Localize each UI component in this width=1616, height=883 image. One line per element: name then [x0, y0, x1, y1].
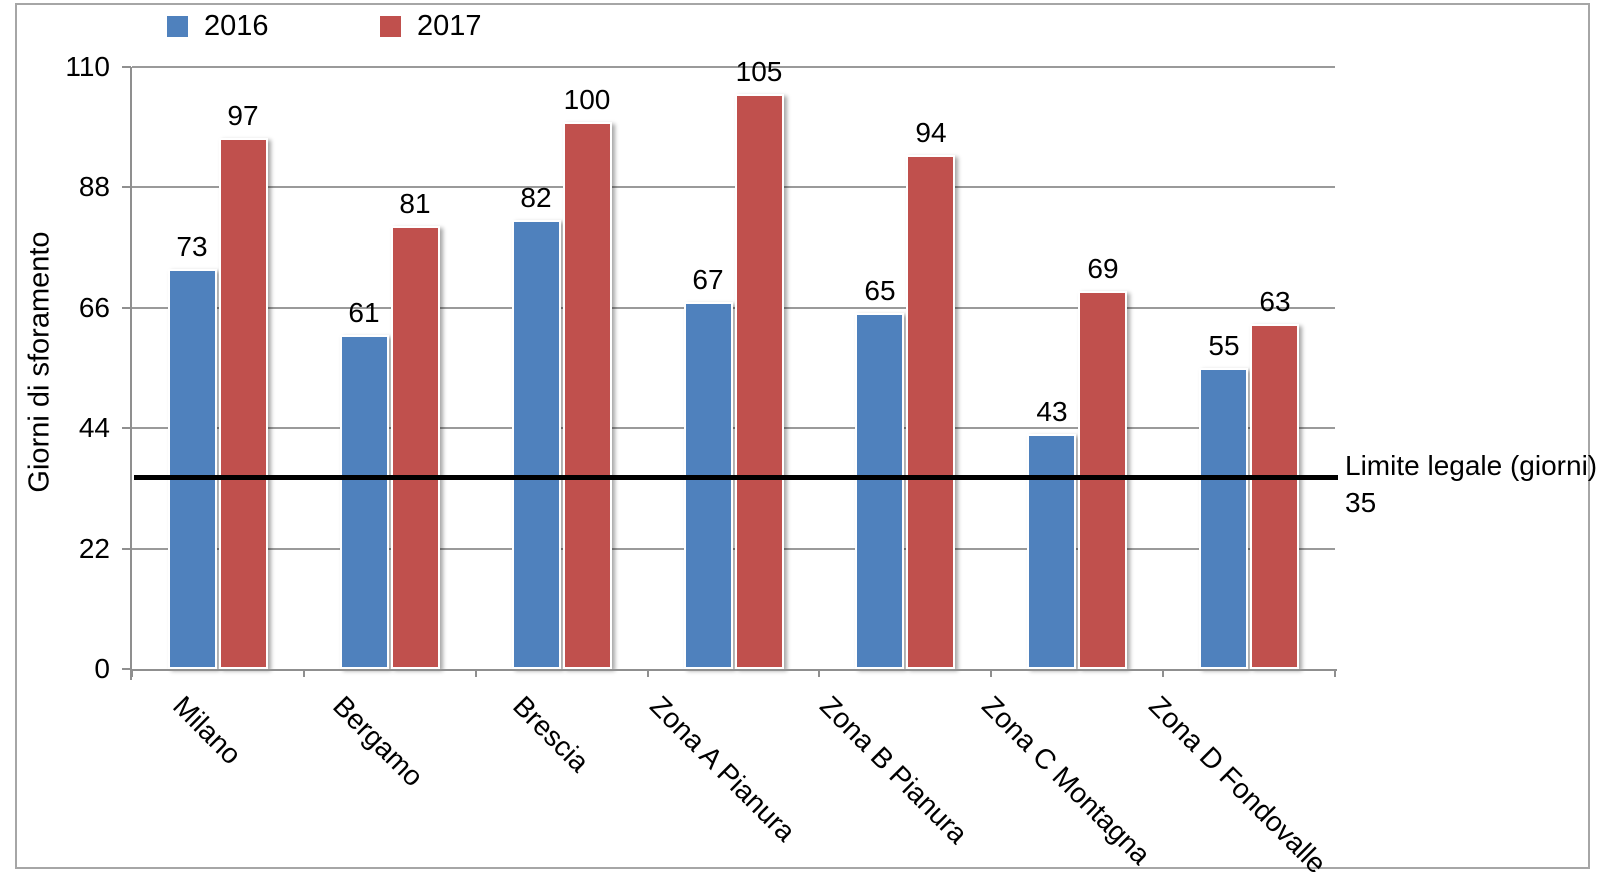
y-tick-label-88: 88	[78, 171, 110, 202]
bar-2016-zona-b-pianura[interactable]	[855, 313, 904, 669]
x-tick-mark-0	[131, 671, 133, 677]
x-tick-mark-1	[303, 671, 305, 677]
bar-2017-brescia[interactable]	[563, 122, 612, 669]
x-tick-mark-6	[1162, 671, 1164, 677]
gridline-110	[132, 66, 1335, 68]
x-tick-mark-5	[990, 671, 992, 677]
gridline-44	[132, 427, 1335, 429]
bar-value-label-2017-zona-c-montagna: 69	[1087, 253, 1119, 284]
y-tick-mark-110	[122, 66, 131, 68]
y-tick-mark-88	[122, 186, 131, 188]
bar-2017-zona-d-fondovalle[interactable]	[1250, 324, 1299, 669]
bar-2017-zona-b-pianura[interactable]	[906, 155, 955, 669]
y-tick-label-66: 66	[78, 292, 110, 323]
y-tick-mark-66	[122, 307, 131, 309]
gridline-22	[132, 548, 1335, 550]
bar-2017-zona-a-pianura[interactable]	[735, 94, 784, 669]
legend-item-2016[interactable]: 2016	[167, 12, 269, 41]
reference-line	[134, 475, 1338, 480]
bar-2017-zona-c-montagna[interactable]	[1078, 291, 1127, 669]
y-tick-mark-0	[122, 668, 131, 670]
bar-value-label-2016-zona-d-fondovalle: 55	[1208, 330, 1240, 361]
bar-2016-zona-c-montagna[interactable]	[1027, 434, 1076, 669]
bar-value-label-2017-brescia: 100	[563, 84, 611, 115]
bar-value-label-2016-brescia: 82	[520, 182, 552, 213]
legend-label-2016: 2016	[204, 10, 269, 42]
y-tick-mark-22	[122, 548, 131, 550]
y-tick-label-22: 22	[78, 533, 110, 564]
bar-2016-bergamo[interactable]	[340, 335, 389, 669]
bar-value-label-2017-zona-d-fondovalle: 63	[1259, 286, 1291, 317]
x-tick-mark-3	[647, 671, 649, 677]
gridline-88	[132, 186, 1335, 188]
y-axis-title: Giorni di sforamento	[23, 231, 56, 493]
legend-swatch-2017	[380, 16, 401, 37]
reference-line-label-text: Limite legale (giorni)	[1345, 450, 1598, 481]
x-tick-mark-7	[1334, 671, 1336, 677]
bar-value-label-2017-bergamo: 81	[399, 188, 431, 219]
y-tick-label-44: 44	[78, 412, 110, 443]
y-axis-line	[130, 67, 132, 680]
bar-2017-milano[interactable]	[219, 138, 268, 669]
chart-border	[15, 3, 1590, 869]
reference-line-label: Limite legale (giorni) 35	[1345, 447, 1597, 521]
y-tick-label-0: 0	[94, 653, 110, 684]
bar-value-label-2016-zona-c-montagna: 43	[1036, 396, 1068, 427]
bar-2016-brescia[interactable]	[512, 220, 561, 669]
bar-value-label-2016-milano: 73	[176, 231, 208, 262]
x-tick-mark-4	[818, 671, 820, 677]
bar-value-label-2017-milano: 97	[227, 100, 259, 131]
bar-2017-bergamo[interactable]	[391, 226, 440, 669]
y-tick-label-110: 110	[65, 51, 110, 82]
bar-value-label-2017-zona-b-pianura: 94	[915, 117, 947, 148]
bar-value-label-2016-zona-b-pianura: 65	[864, 275, 896, 306]
bar-2016-milano[interactable]	[168, 269, 217, 669]
bar-value-label-2017-zona-a-pianura: 105	[735, 56, 783, 87]
gridline-66	[132, 307, 1335, 309]
x-axis-line	[130, 669, 1337, 671]
y-tick-mark-44	[122, 427, 131, 429]
legend-swatch-2016	[167, 16, 188, 37]
legend-label-2017: 2017	[417, 10, 482, 42]
bar-2016-zona-a-pianura[interactable]	[684, 302, 733, 669]
bar-value-label-2016-bergamo: 61	[348, 297, 380, 328]
x-tick-mark-2	[475, 671, 477, 677]
legend-item-2017[interactable]: 2017	[380, 12, 482, 41]
reference-line-label-value: 35	[1345, 487, 1377, 518]
bar-2016-zona-d-fondovalle[interactable]	[1199, 368, 1248, 669]
bar-value-label-2016-zona-a-pianura: 67	[692, 264, 724, 295]
